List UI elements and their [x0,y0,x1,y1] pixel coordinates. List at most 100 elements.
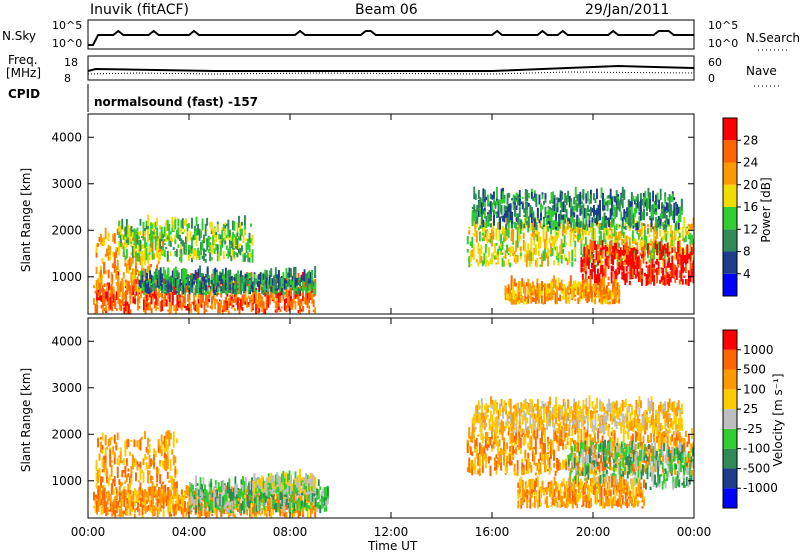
scatter-cell [98,238,101,242]
scatter-cell [535,193,538,201]
scatter-cell [474,218,477,230]
scatter-cell [548,294,551,299]
scatter-cell [195,488,198,497]
scatter-cell [161,273,164,283]
scatter-cell [206,229,209,232]
scatter-cell [600,187,603,199]
scatter-cell [252,281,255,293]
scatter-cell [200,297,203,303]
scatter-cell [137,293,139,300]
scatter-cell [177,244,180,248]
scatter-cell [483,207,486,213]
scatter-cell [501,257,504,267]
scatter-cell [164,291,167,302]
scatter-cell [139,491,142,496]
scatter-cell [280,275,283,278]
scatter-cell [115,265,118,277]
scatter-cell [637,262,640,269]
scatter-cell [592,240,595,250]
scatter-cell [538,195,541,205]
scatter-cell [234,476,237,489]
scatter-cell [162,283,165,293]
scatter-cell [515,282,518,287]
scatter-cell [306,296,309,308]
scatter-cell [198,499,201,508]
scatter-cell [293,281,295,291]
scatter-cell [152,281,155,284]
scatter-cell [200,272,203,285]
scatter-cell [600,247,603,256]
scatter-cell [539,237,542,248]
scatter-cell [118,509,121,517]
scatter-cell [147,288,150,300]
scatter-cell [653,225,656,238]
scatter-cell [179,505,182,508]
scatter-cell [250,223,253,227]
scatter-cell [110,460,113,463]
scatter-cell [177,286,180,295]
scatter-cell [513,254,516,259]
scatter-cell [678,239,681,252]
scatter-cell [176,305,179,310]
scatter-cell [127,238,130,244]
scatter-cell [158,487,161,497]
scatter-cell [513,278,516,287]
scatter-cell [497,201,500,211]
scatter-cell [613,242,616,254]
scatter-cell [189,245,192,256]
scatter-cell [476,204,479,216]
scatter-cell [194,270,197,280]
scatter-cell [592,259,595,265]
scatter-cell [240,479,243,487]
scatter-cell [616,273,619,276]
scatter-cell [588,209,591,213]
scatter-cell [578,289,581,297]
scatter-cell [209,490,212,503]
scatter-cell [571,215,574,223]
scatter-cell [296,277,299,282]
scatter-cell [125,460,128,466]
scatter-cell [124,246,127,249]
scatter-cell [111,502,114,506]
scatter-cell [185,485,188,496]
scatter-cell [177,293,180,301]
scatter-cell [123,489,126,501]
scatter-cell [604,245,607,257]
scatter-cell [189,487,191,497]
scatter-cell [646,198,648,208]
scatter-cell [603,268,606,274]
scatter-cell [638,202,641,212]
scatter-cell [115,508,118,511]
scatter-cell [174,488,177,497]
scatter-cell [249,489,252,502]
scatter-cell [600,286,603,298]
scatter-cell [514,205,517,217]
scatter-cell [175,469,178,475]
scatter-cell [577,218,580,223]
scatter-cell [144,310,147,314]
scatter-cell [151,485,154,492]
scatter-cell [232,282,235,294]
scatter-cell [118,220,121,226]
scatter-cell [107,232,110,241]
scatter-cell [265,270,268,279]
scatter-cell [144,228,147,232]
scatter-cell [226,280,229,283]
scatter-cell [578,281,581,293]
scatter-cell [570,201,573,209]
scatter-cell [506,237,509,240]
scatter-cell [251,260,254,263]
scatter-cell [597,205,600,216]
scatter-cell [674,270,677,276]
scatter-cell [612,299,615,305]
scatter-cell [160,226,163,235]
scatter-cell [143,299,145,311]
scatter-cell [609,196,612,205]
scatter-cell [112,478,115,483]
scatter-cell [657,269,660,276]
scatter-cell [466,249,469,253]
scatter-cell [569,231,572,240]
scatter-cell [559,282,562,291]
scatter-cell [174,250,177,257]
scatter-cell [490,223,492,228]
